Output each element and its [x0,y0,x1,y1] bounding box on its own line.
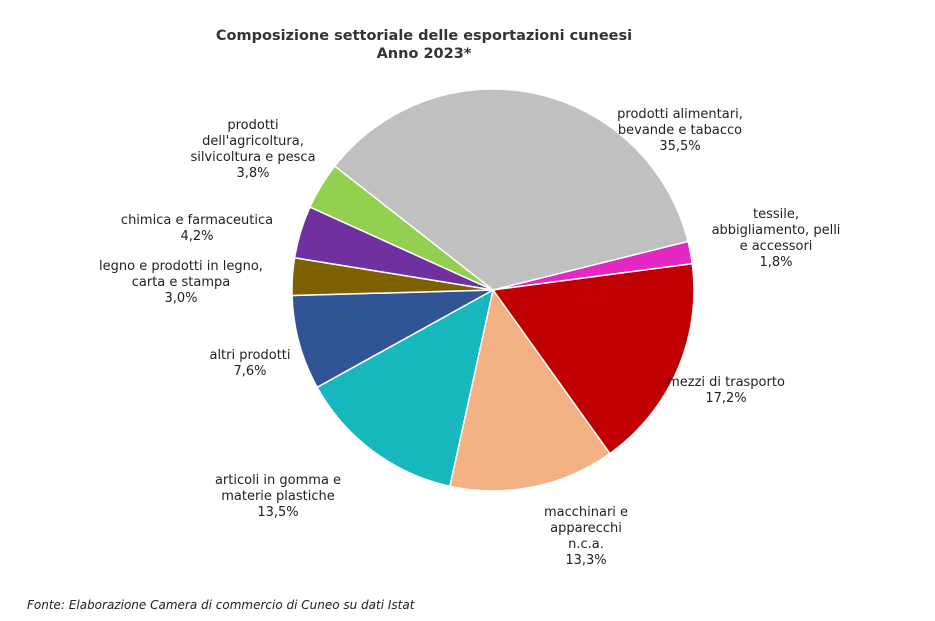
slice-label-8: prodotti alimentari, bevande e tabacco 3… [617,107,743,155]
slice-label-text: mezzi di trasporto [667,375,785,390]
pie-slice-3 [316,288,495,488]
chart-title: Composizione settoriale delle esportazio… [215,28,633,44]
slice-label-text: legno e prodotti in legno, carta e stamp… [99,259,263,290]
slice-label-1: mezzi di trasporto 17,2% [667,375,785,407]
slice-label-text: articoli in gomma e materie plastiche [214,473,342,504]
slice-label-6: chimica e farmaceutica 4,2% [121,213,273,245]
slice-value-label: 3,8% [236,166,270,181]
slice-value-label: 1,8% [759,255,793,270]
pie-slice-4 [291,289,494,389]
slice-label-5: legno e prodotti in legno, carta e stamp… [99,259,263,307]
slice-label-text: tessile, abbigliamento, pelli e accessor… [711,207,841,254]
slice-label-4: altri prodotti 7,6% [209,348,290,380]
slice-value-label: 17,2% [705,391,747,406]
slice-label-0: tessile, abbigliamento, pelli e accessor… [712,207,841,271]
slice-label-2: macchinari e apparecchi n.c.a. 13,3% [544,505,628,569]
slice-value-label: 3,0% [164,291,198,306]
chart-subtitle: Anno 2023* [376,46,472,62]
slice-value-label: 13,5% [257,505,299,520]
slice-label-text: macchinari e apparecchi n.c.a. [543,505,629,552]
source-note: Fonte: Elaborazione Camera di commercio … [27,598,415,612]
slice-label-3: articoli in gomma e materie plastiche 13… [215,473,341,521]
slice-value-label: 35,5% [659,139,701,154]
slice-label-text: chimica e farmaceutica [120,213,274,228]
slice-value-label: 13,3% [565,553,607,568]
pie-slice-1 [491,262,695,455]
slice-label-text: prodotti dell'agricoltura, silvicoltura … [190,118,316,165]
slice-label-text: altri prodotti [209,348,291,363]
slice-label-text: prodotti alimentari, bevande e tabacco [617,107,743,138]
slice-label-7: prodotti dell'agricoltura, silvicoltura … [190,118,315,182]
pie-slice-8 [333,88,689,291]
pie-slice-2 [448,288,611,492]
slice-value-label: 4,2% [180,229,214,244]
slice-value-label: 7,6% [233,364,267,379]
